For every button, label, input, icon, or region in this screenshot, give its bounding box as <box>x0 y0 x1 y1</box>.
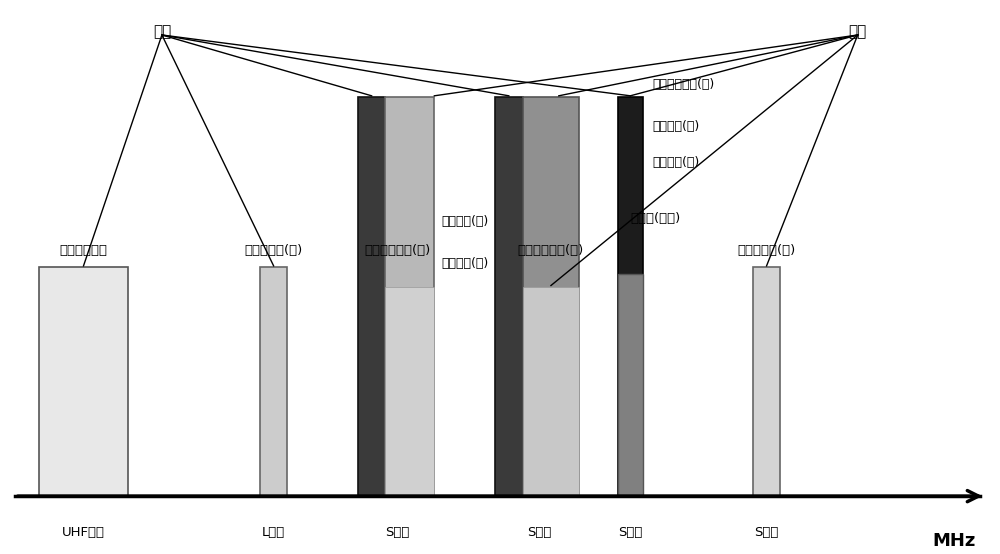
Text: 卫星移动通信(收): 卫星移动通信(收) <box>518 244 584 258</box>
Bar <box>39 267 128 496</box>
Text: 自组网(收发): 自组网(收发) <box>630 212 681 225</box>
Text: 北斗短报文(发): 北斗短报文(发) <box>244 244 303 258</box>
Text: S频段: S频段 <box>618 526 643 538</box>
Bar <box>385 97 434 496</box>
Bar <box>618 274 643 496</box>
Text: 卫星测控(发): 卫星测控(发) <box>652 156 699 169</box>
Bar <box>495 97 523 496</box>
Text: UHF频段: UHF频段 <box>62 526 105 538</box>
Text: 卫星移动通信(发): 卫星移动通信(发) <box>364 244 430 258</box>
Text: 卫星测控(收): 卫星测控(收) <box>441 258 488 270</box>
Text: 对地测控(发): 对地测控(发) <box>652 120 699 133</box>
Text: 卫星广播通信(发): 卫星广播通信(发) <box>652 78 714 90</box>
Bar <box>523 97 579 496</box>
Text: L频段: L频段 <box>262 526 285 538</box>
Bar <box>385 287 434 496</box>
Text: S频段: S频段 <box>754 526 779 538</box>
Bar <box>618 97 643 496</box>
Text: 对地: 对地 <box>153 24 171 39</box>
Bar <box>358 97 385 496</box>
Text: 北斗短报文(收): 北斗短报文(收) <box>737 244 796 258</box>
Text: 对天: 对天 <box>849 24 867 39</box>
Text: 地面移动通信: 地面移动通信 <box>60 244 108 258</box>
Bar <box>753 267 780 496</box>
Text: S频段: S频段 <box>527 526 551 538</box>
Bar <box>260 267 287 496</box>
Text: S频段: S频段 <box>385 526 409 538</box>
Text: MHz: MHz <box>932 532 975 550</box>
Bar <box>523 287 579 496</box>
Text: 对地测控(收): 对地测控(收) <box>441 215 488 228</box>
